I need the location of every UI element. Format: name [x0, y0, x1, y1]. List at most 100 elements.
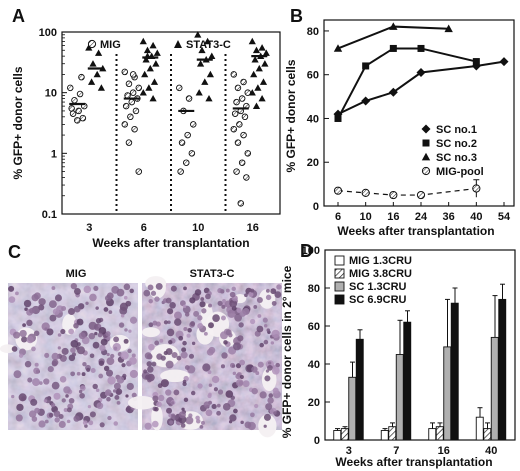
micrograph-vacuole — [141, 327, 160, 338]
chart-a-point-stat3c — [143, 46, 152, 54]
chart-a-point-mig — [188, 150, 196, 157]
chart-a-point-mig — [230, 71, 238, 78]
chart-a-point-mig — [244, 150, 252, 157]
chart-a-point-stat3c — [261, 60, 269, 67]
chart-a-point-mig — [76, 90, 84, 98]
micrograph-cell — [113, 382, 121, 390]
micrograph-cell — [231, 286, 236, 292]
micrograph-cell — [242, 308, 250, 316]
micrograph-cell — [44, 352, 50, 358]
micrograph-cell — [61, 347, 69, 355]
micrograph-cell — [229, 414, 237, 422]
chart-a-point-stat3c — [85, 44, 93, 51]
chart-a-point-stat3c — [254, 84, 262, 91]
micrograph-cell — [83, 285, 92, 294]
micrograph-cell — [217, 389, 224, 395]
chart-a-point-mig — [238, 159, 246, 166]
micrograph-cell — [76, 318, 84, 326]
chart-a-point-mig — [241, 113, 249, 121]
micrograph-cell — [186, 333, 191, 338]
micrograph-cell — [38, 420, 46, 428]
micrograph-cell — [272, 387, 279, 394]
micrograph-cell — [99, 344, 106, 352]
micrograph-cell — [122, 373, 127, 378]
chart-d-legend-swatch-3 — [334, 294, 345, 305]
micrograph-cell — [150, 290, 157, 296]
micrograph-cell — [71, 352, 77, 357]
micrograph-cell — [33, 330, 40, 337]
micrograph-cell — [155, 282, 163, 290]
micrograph-cell — [144, 422, 152, 430]
micrograph-cell — [271, 329, 280, 339]
micrograph-cell — [212, 314, 220, 322]
chart-a-point-stat3c — [248, 89, 256, 96]
chart-d-ylabel: % GFP+ donor cells in 2° mice — [280, 265, 294, 438]
chart-a-point-stat3c — [146, 64, 154, 72]
micrograph-cell — [229, 291, 236, 298]
micrograph-cell — [176, 355, 182, 361]
micrograph-cell — [171, 351, 178, 359]
micrograph-cell — [197, 383, 203, 389]
chart-a-point-mig — [236, 121, 243, 128]
micrograph-cell — [205, 293, 211, 300]
chart-b-point-3 — [389, 190, 398, 200]
micrograph-cell — [265, 403, 273, 411]
micrograph-cell — [116, 400, 121, 405]
micrograph-cell — [253, 305, 258, 309]
micrograph-cell — [119, 306, 128, 315]
micrograph-cell — [15, 414, 23, 422]
micrograph-cell — [52, 308, 60, 316]
chart-b-legend-marker-0 — [421, 124, 431, 134]
micrograph-cell — [49, 314, 57, 322]
micrograph-cell — [208, 322, 214, 329]
chart-a-point-mig — [234, 139, 242, 146]
chart-d-bar-2 — [443, 346, 452, 441]
micrograph-cell — [275, 362, 280, 368]
chart-d-bar-2 — [490, 336, 499, 441]
chart-d-ytick-label: 60 — [308, 321, 320, 333]
micrograph-cell — [81, 372, 86, 377]
micrograph-cell — [211, 375, 220, 384]
micrograph-cell — [216, 403, 221, 408]
chart-b-point-2 — [444, 24, 453, 33]
micrograph-cell — [88, 420, 94, 426]
micrograph-stat3c-label: STAT3-C — [190, 268, 235, 280]
micrograph-cell — [51, 352, 60, 361]
micrograph-cell — [113, 336, 120, 343]
micrograph-cell — [23, 299, 32, 308]
micrograph-cell — [78, 389, 83, 394]
chart-a-point-mig — [121, 68, 129, 76]
micrograph-cell — [219, 288, 225, 294]
micrograph-cell — [66, 419, 71, 424]
micrograph-cell — [239, 359, 246, 366]
micrograph-cell — [257, 361, 264, 368]
chart-a-point-stat3c — [141, 70, 149, 78]
micrograph-cell — [125, 300, 132, 307]
chart-a-point-mig — [131, 125, 138, 133]
micrograph-cell — [235, 363, 242, 369]
micrograph-cell — [18, 353, 24, 358]
micrograph-cell — [154, 340, 160, 346]
chart-a-point-stat3c — [205, 94, 213, 102]
micrograph-cell — [63, 407, 68, 413]
micrograph-cell — [90, 368, 96, 374]
micrograph-cell — [8, 285, 15, 292]
micrograph-cell — [46, 328, 54, 336]
micrograph-cell — [116, 376, 125, 384]
micrograph-cell — [89, 353, 95, 359]
micrograph-cell — [73, 415, 80, 422]
chart-d-legend-swatch-2 — [334, 281, 345, 292]
micrograph-cell — [267, 365, 273, 371]
chart-d-bar-3 — [450, 302, 459, 441]
micrograph-cell — [19, 329, 27, 338]
micrograph-cell — [129, 316, 138, 324]
chart-a-point-stat3c — [87, 78, 96, 85]
micrograph-cell — [183, 326, 188, 332]
micrograph-cell — [38, 298, 46, 306]
panel-letter-b: B — [290, 6, 303, 26]
micrograph-cell — [47, 366, 54, 373]
micrograph-cell — [154, 296, 160, 302]
micrograph-cell — [116, 288, 125, 297]
micrograph-cell — [254, 403, 259, 409]
micrograph-cell — [217, 300, 223, 306]
